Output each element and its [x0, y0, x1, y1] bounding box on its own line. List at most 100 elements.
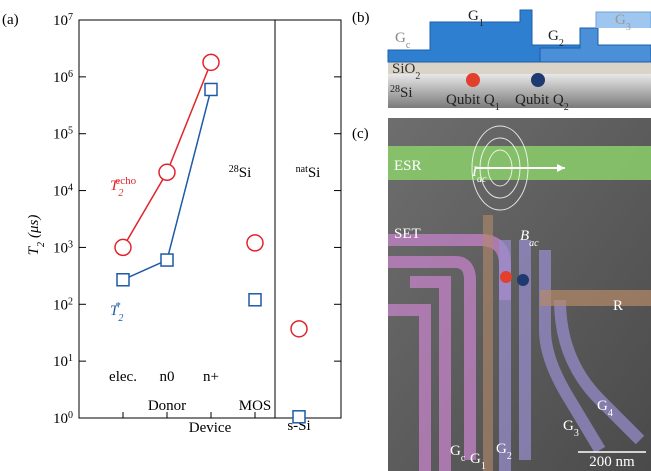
y-tick-label: 102	[53, 296, 73, 314]
y-axis-label-part: (μs)	[26, 215, 42, 238]
qubit-label-part: 1	[495, 102, 500, 113]
x-tick-label: n0	[160, 369, 175, 385]
panel-label: (c)	[352, 126, 369, 142]
gate-label-part: 3	[626, 22, 631, 33]
reservoir	[540, 290, 651, 306]
region-label-part: nat	[296, 164, 308, 175]
marker	[247, 235, 263, 251]
y-tick-label-part: 10	[53, 70, 68, 86]
marker	[115, 239, 131, 255]
marker	[159, 164, 175, 180]
y-tick-label: 105	[53, 125, 73, 143]
qubit-dot	[517, 274, 529, 286]
x-tick-label: elec.	[109, 369, 137, 385]
marker	[205, 83, 217, 95]
gate-label-part: G	[615, 12, 626, 28]
y-tick-label-part: 0	[68, 410, 73, 421]
gate-label-part: G	[450, 443, 461, 459]
y-tick-label-part: 3	[68, 239, 73, 250]
series-label: T2echo	[110, 175, 137, 199]
y-tick-label: 103	[53, 239, 73, 257]
y-tick-label-part: 7	[68, 12, 73, 23]
marker	[161, 254, 173, 266]
series-label-part: 2	[118, 313, 123, 324]
set-label: SET	[394, 226, 421, 242]
field-label-part: B	[520, 228, 529, 244]
y-tick-label-part: 10	[53, 184, 68, 200]
substrate-label-part: 28	[390, 84, 400, 95]
qubit-label: Qubit Q1	[446, 92, 500, 113]
qubit-label-part: 2	[564, 102, 569, 113]
qubit-dot	[500, 271, 512, 283]
gate-label-part: 4	[608, 408, 613, 419]
marker	[291, 321, 307, 337]
figure: (a)100101102103104105106107elec.n0n+MOSs…	[0, 0, 651, 471]
region-label: natSi	[296, 164, 321, 182]
y-tick-label-part: 10	[53, 297, 68, 313]
y-tick-label: 104	[53, 182, 73, 200]
gate-label-part: c	[406, 40, 411, 51]
field-label-part: ac	[529, 238, 539, 249]
panel-label: (b)	[352, 10, 370, 26]
gate-label-part: 1	[481, 461, 486, 471]
x-axis-label: Device	[189, 420, 232, 436]
reservoir-label: R	[613, 298, 623, 314]
y-tick-label: 101	[53, 353, 73, 371]
qubit-label: Qubit Q2	[515, 92, 569, 113]
y-tick-label-part: 5	[68, 125, 73, 136]
panel-label: (a)	[2, 12, 19, 28]
page: {"chart_data": {"type": "line", "panel_l…	[0, 0, 651, 471]
marker	[117, 274, 129, 286]
region-label: 28Si	[229, 164, 252, 182]
gate-label-part: 1	[479, 18, 484, 29]
marker	[293, 411, 305, 423]
gate-label-part: 3	[574, 428, 579, 439]
gate-label-part: 2	[507, 451, 512, 462]
y-tick-label-part: 10	[53, 127, 68, 143]
y-axis-label: T2(μs)	[26, 215, 47, 256]
gate-label-part: G	[597, 398, 608, 414]
gate-label-part: G	[548, 28, 559, 44]
gate-label: Gc	[395, 30, 411, 51]
qubit-label-part: Qubit Q	[515, 92, 564, 108]
oxide-layer	[388, 62, 651, 74]
series-label-part: 2	[118, 188, 123, 199]
y-tick-label: 100	[53, 410, 73, 428]
y-tick-label-part: 10	[53, 240, 68, 256]
qubit-dot	[466, 73, 480, 87]
y-tick-label-part: 1	[68, 353, 73, 364]
x-tick-label: n+	[203, 369, 219, 385]
series-label-part: echo	[115, 175, 136, 187]
qubit-dot	[531, 73, 545, 87]
qubit-label-part: Qubit Q	[446, 92, 495, 108]
region-label-part: 28	[229, 164, 239, 175]
series-label: T2*	[110, 300, 123, 324]
substrate-label-part: Si	[400, 85, 413, 101]
gate-label-part: G	[395, 30, 406, 46]
y-tick-label-part: 10	[53, 13, 68, 29]
gate-label-part: c	[461, 453, 466, 464]
gate-label-part: G	[496, 441, 507, 457]
marker	[203, 54, 219, 70]
gate-label-part: G	[470, 451, 481, 467]
y-tick-label-part: 2	[68, 296, 73, 307]
y-tick-label-part: 10	[53, 411, 68, 427]
gate-label-part: G	[468, 8, 479, 24]
oxide-label-part: SiO	[392, 61, 416, 77]
region-label-part: Si	[308, 165, 321, 181]
plot-frame	[79, 20, 341, 418]
y-tick-label: 107	[53, 12, 73, 30]
y-tick-label: 106	[53, 68, 73, 86]
y-tick-label-part: 6	[68, 68, 73, 79]
series-label-part: *	[115, 300, 121, 312]
oxide-label-part: 2	[415, 71, 420, 82]
y-tick-label-part: 10	[53, 354, 68, 370]
group-label: Donor	[148, 398, 186, 414]
region-label-part: Si	[239, 165, 252, 181]
y-tick-label-part: 4	[68, 182, 73, 193]
gate-label-part: G	[563, 418, 574, 434]
current-label-part: ac	[477, 174, 487, 185]
y-axis-label-part: 2	[36, 242, 47, 247]
gate-label-part: 2	[559, 38, 564, 49]
esr-label: ESR	[394, 158, 422, 174]
